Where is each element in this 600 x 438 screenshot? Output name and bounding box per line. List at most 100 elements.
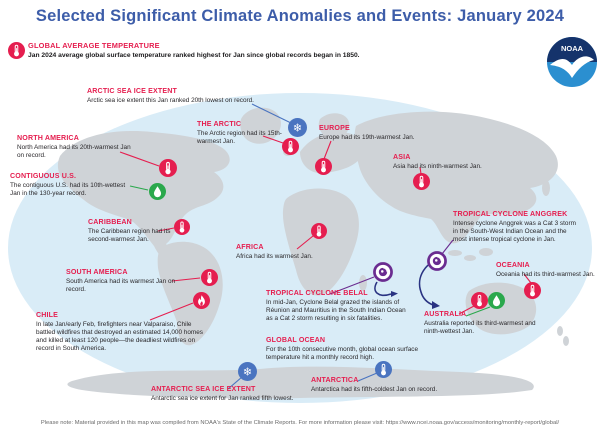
- connector-chile: [149, 302, 194, 321]
- callout-body: Australia reported its third-warmest and…: [424, 319, 536, 335]
- callout-south-america: SOUTH AMERICA South America had its warm…: [66, 268, 178, 294]
- island-indonesia-1: [448, 250, 462, 256]
- continent-asia: [354, 111, 558, 244]
- callout-heading: NORTH AMERICA: [17, 134, 79, 142]
- thermometer-icon: [471, 292, 488, 309]
- connector-north-america: [119, 151, 160, 167]
- callout-arctic-sea-ice-extent: ARCTIC SEA ICE EXTENT Arctic sea ice ext…: [87, 87, 347, 105]
- callout-heading: THE ARCTIC: [197, 120, 242, 128]
- callout-heading: CARIBBEAN: [88, 218, 132, 226]
- callout-heading: EUROPE: [319, 124, 350, 132]
- callout-the-arctic: THE ARCTIC The Arctic region had its 15t…: [197, 120, 289, 146]
- continent-greenland: [240, 107, 281, 144]
- callout-chile: CHILE In late Jan/early Feb, firefighter…: [36, 311, 208, 354]
- cyclone-icon: [427, 251, 447, 271]
- callout-heading: ARCTIC SEA ICE EXTENT: [87, 87, 177, 95]
- callout-body: Antarctic sea ice extent for Jan ranked …: [151, 394, 294, 402]
- connector-australia-wet: [465, 306, 491, 317]
- callout-heading: ANTARCTIC SEA ICE EXTENT: [151, 385, 256, 393]
- page-title: Selected Significant Climate Anomalies a…: [35, 7, 565, 25]
- callout-tropical-cyclone-belal: TROPICAL CYCLONE BELAL In mid-Jan, Cyclo…: [266, 289, 414, 323]
- callout-body: Arctic sea ice extent this Jan ranked 20…: [87, 96, 254, 104]
- thermometer-icon: [201, 269, 218, 286]
- callout-antarctic-sea-ice-extent: ANTARCTIC SEA ICE EXTENT Antarctic sea i…: [151, 385, 341, 403]
- callout-caribbean: CARIBBEAN The Caribbean region had its s…: [88, 218, 186, 244]
- callout-heading: ASIA: [393, 153, 411, 161]
- connector-asia: [419, 166, 422, 175]
- callout-body: The contiguous U.S. had its 10th-wettest…: [10, 181, 126, 197]
- belal-track-arrowhead: [391, 291, 398, 297]
- connector-belal: [329, 276, 375, 295]
- footer-note: Please note: Material provided in this m…: [40, 420, 560, 426]
- callout-heading: CONTIGUOUS U.S.: [10, 172, 77, 180]
- thermometer-icon: [159, 159, 177, 177]
- anggrek-track-arrowhead: [432, 301, 440, 309]
- callout-heading: CHILE: [36, 311, 59, 319]
- callout-body: North America had its 20th-warmest Jan o…: [17, 143, 131, 159]
- callout-australia: AUSTRALIA Australia reported its third-w…: [424, 310, 552, 336]
- callout-body: Intense cyclone Anggrek was a Cat 3 stor…: [453, 219, 576, 244]
- connector-oceania: [523, 273, 532, 284]
- connector-south-america: [171, 277, 201, 282]
- connector-africa: [296, 235, 314, 250]
- thermometer-icon: [8, 42, 25, 59]
- callout-global-ocean: GLOBAL OCEAN For the 10th consecutive mo…: [266, 336, 424, 362]
- snowflake-icon: [238, 362, 257, 381]
- callout-heading: GLOBAL OCEAN: [266, 336, 326, 344]
- callout-body: Antarctica had its fifth-coldest Jan on …: [311, 385, 438, 393]
- callout-heading: TROPICAL CYCLONE ANGGREK: [453, 210, 568, 218]
- island-new-zealand-2: [563, 336, 569, 346]
- callout-body: Africa had its warmest Jan.: [236, 252, 313, 260]
- continent-africa: [282, 188, 359, 296]
- droplet-icon: [149, 183, 166, 200]
- fire-icon: [193, 292, 210, 309]
- callout-heading: GLOBAL AVERAGE TEMPERATURE: [28, 41, 160, 50]
- connector-caribbean: [157, 227, 175, 232]
- cyclone-icon: [373, 262, 393, 282]
- callout-heading: SOUTH AMERICA: [66, 268, 128, 276]
- callout-body: The Arctic region had its 15th-warmest J…: [197, 129, 282, 145]
- noaa-logo-text: NOAA: [561, 44, 584, 53]
- callout-contiguous-us: CONTIGUOUS U.S. The contiguous U.S. had …: [10, 172, 132, 198]
- connector-antarctica: [357, 372, 378, 382]
- callout-body: The Caribbean region had its second-warm…: [88, 227, 171, 243]
- callout-africa: AFRICA Africa had its warmest Jan.: [236, 243, 366, 261]
- island-new-zealand-1: [557, 326, 563, 336]
- connector-europe: [323, 140, 332, 160]
- callout-body: Asia had its ninth-warmest Jan.: [393, 162, 482, 170]
- continent-antarctica: [67, 366, 534, 399]
- callout-antarctica: ANTARCTICA Antarctica had its fifth-cold…: [311, 376, 491, 394]
- callout-oceania: OCEANIA Oceania had its third-warmest Ja…: [496, 261, 600, 279]
- thermometer-icon: [315, 158, 332, 175]
- callout-heading: AFRICA: [236, 243, 264, 251]
- callout-heading: OCEANIA: [496, 261, 530, 269]
- continent-north-america: [57, 131, 230, 264]
- callout-body: For the 10th consecutive month, global o…: [266, 345, 419, 361]
- thermometer-icon: [524, 282, 541, 299]
- belal-storm-track: [374, 281, 392, 297]
- island-new-guinea: [479, 248, 493, 256]
- callout-tropical-cyclone-anggrek: TROPICAL CYCLONE ANGGREK Intense cyclone…: [453, 210, 577, 244]
- callout-asia: ASIA Asia had its ninth-warmest Jan.: [393, 153, 543, 171]
- thermometer-icon: [311, 223, 327, 239]
- continent-south-america: [157, 241, 223, 346]
- continent-scandinavia: [318, 113, 350, 140]
- callout-body: In late Jan/early Feb, firefighters near…: [36, 320, 203, 353]
- callout-europe: EUROPE Europe had its 19th-warmest Jan.: [319, 124, 489, 142]
- connector-the-arctic: [262, 135, 284, 144]
- connector-arctic-sea-ice: [251, 103, 292, 124]
- callout-north-america: NORTH AMERICA North America had its 20th…: [17, 134, 135, 160]
- callout-body: Jan 2024 average global surface temperat…: [28, 52, 360, 59]
- island-madagascar: [359, 275, 367, 291]
- connector-contiguous-us: [129, 185, 149, 191]
- island-indonesia-2: [464, 255, 476, 261]
- noaa-logo: NOAA: [547, 37, 597, 87]
- callout-body: In mid-Jan, Cyclone Belal grazed the isl…: [266, 298, 406, 323]
- connector-australia-warm: [458, 305, 475, 315]
- snowflake-icon: [288, 118, 307, 137]
- callout-heading: AUSTRALIA: [424, 310, 467, 318]
- droplet-icon: [488, 292, 505, 309]
- callout-body: Oceania had its third-warmest Jan.: [496, 270, 595, 278]
- thermometer-icon: [413, 173, 430, 190]
